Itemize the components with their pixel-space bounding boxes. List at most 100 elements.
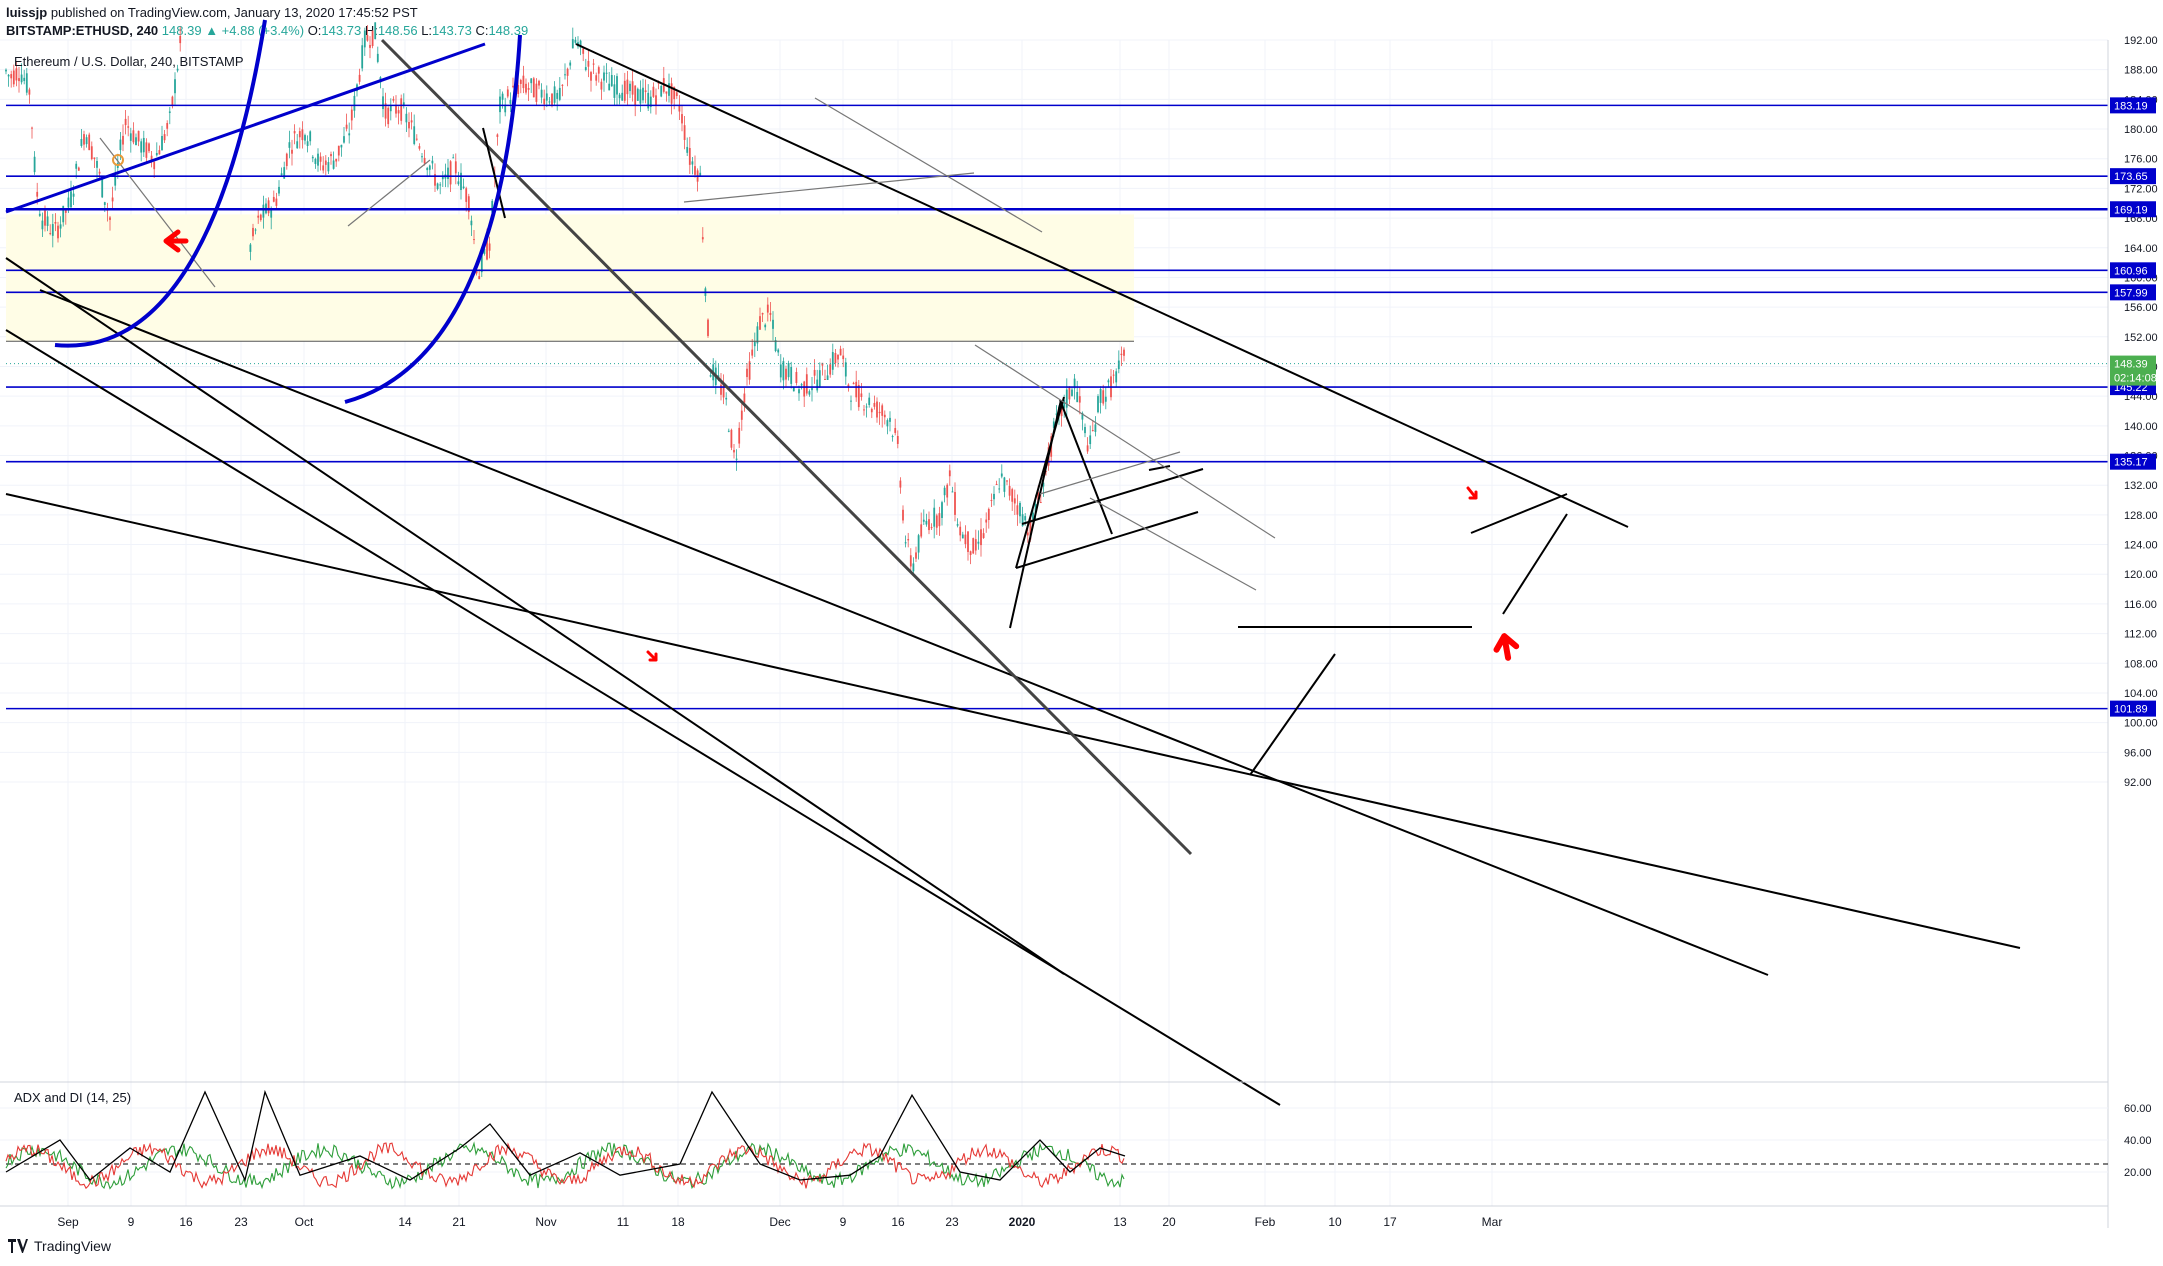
candle-body bbox=[540, 89, 543, 98]
x-tick-label: 16 bbox=[891, 1215, 905, 1229]
candle-body bbox=[977, 541, 980, 544]
candle-body bbox=[707, 319, 709, 336]
candle-body bbox=[769, 312, 772, 315]
x-tick-label: Nov bbox=[535, 1215, 556, 1229]
candle-body bbox=[462, 186, 465, 189]
trend-line bbox=[380, 38, 1193, 856]
candle-body bbox=[345, 124, 348, 129]
adx-title: ADX and DI (14, 25) bbox=[14, 1090, 131, 1105]
adx-axis: 60.00 40.00 20.00 bbox=[2124, 1103, 2152, 1179]
horizontal-levels bbox=[6, 104, 2108, 710]
y-tick-label: 156.00 bbox=[2124, 302, 2158, 314]
candle-body bbox=[426, 167, 429, 171]
candle-body bbox=[1112, 374, 1115, 376]
level-badge-label: 101.89 bbox=[2114, 704, 2148, 716]
candle-body bbox=[467, 196, 470, 213]
candle-body bbox=[413, 126, 416, 144]
candle-body bbox=[457, 181, 460, 185]
candle-body bbox=[720, 384, 722, 395]
candle-body bbox=[766, 304, 769, 313]
candle-body bbox=[1000, 473, 1003, 477]
candle-body bbox=[410, 120, 413, 123]
candle-body bbox=[93, 157, 96, 159]
candle-body bbox=[1011, 489, 1014, 502]
candle-body bbox=[605, 72, 608, 74]
candle-body bbox=[285, 153, 288, 167]
x-tick-label: 20 bbox=[1162, 1215, 1176, 1229]
candle-body bbox=[109, 217, 111, 220]
candle-body bbox=[527, 87, 530, 90]
candle-body bbox=[543, 98, 546, 105]
last-price-badge-box bbox=[2110, 355, 2156, 386]
candle-body bbox=[70, 191, 72, 208]
candle-body bbox=[764, 324, 767, 328]
trend-line bbox=[5, 329, 1281, 1106]
candle-body bbox=[556, 92, 559, 99]
publisher-name[interactable]: luissjp bbox=[6, 5, 48, 20]
candle-body bbox=[12, 70, 15, 85]
candle-body bbox=[642, 87, 644, 101]
candle-body bbox=[275, 198, 278, 206]
candle-body bbox=[964, 534, 967, 545]
candle-body bbox=[431, 160, 434, 164]
guide-line bbox=[1089, 497, 1257, 591]
brand-name[interactable]: TradingView bbox=[34, 1238, 112, 1254]
candle-body bbox=[808, 391, 811, 395]
candle-body bbox=[454, 161, 457, 174]
candle-body bbox=[31, 127, 33, 129]
candle-body bbox=[350, 109, 353, 121]
candle-body bbox=[145, 142, 148, 158]
candle-body bbox=[787, 362, 790, 378]
candle-body bbox=[298, 131, 301, 138]
support-zone bbox=[6, 214, 1134, 342]
close-value: 148.39 bbox=[488, 23, 529, 38]
candle-body bbox=[688, 147, 691, 165]
y-tick-label: 172.00 bbox=[2124, 183, 2158, 195]
low-value: 143.73 bbox=[432, 23, 472, 38]
candle-body bbox=[579, 40, 582, 48]
time-axis[interactable]: Sep 9 16 23 Oct 14 21 Nov 11 18 Dec 9 16 23 2020 13 20 Fe… bbox=[57, 1215, 1502, 1229]
candle-body bbox=[548, 101, 551, 103]
candle-body bbox=[439, 184, 442, 186]
candle-body bbox=[959, 526, 962, 536]
candle-body bbox=[974, 539, 977, 551]
candle-body bbox=[915, 552, 917, 559]
candle-body bbox=[155, 153, 158, 156]
candle-body bbox=[98, 171, 101, 174]
candle-body bbox=[1084, 427, 1086, 434]
candle-body bbox=[387, 107, 390, 125]
candle-body bbox=[740, 410, 743, 420]
candle-body bbox=[772, 319, 774, 329]
candle-body bbox=[826, 375, 829, 380]
candle-body bbox=[252, 227, 254, 237]
candle-body bbox=[449, 161, 452, 185]
candle-body bbox=[36, 191, 39, 197]
candle-body bbox=[800, 384, 803, 386]
candle-body bbox=[951, 491, 954, 493]
candle-body bbox=[114, 173, 117, 186]
candle-body bbox=[930, 527, 933, 529]
candle-body bbox=[753, 341, 756, 347]
red-arrow-icon bbox=[646, 650, 658, 662]
candle-body bbox=[332, 160, 335, 169]
candle-body bbox=[343, 136, 345, 143]
x-tick-label: 13 bbox=[1113, 1215, 1127, 1229]
candle-body bbox=[384, 103, 387, 119]
candle-body bbox=[478, 276, 481, 280]
y-tick-label: 152.00 bbox=[2124, 332, 2158, 344]
candle-body bbox=[634, 85, 637, 106]
price-axis[interactable]: 192.00188.00184.00180.00176.00172.00168.… bbox=[2124, 35, 2158, 789]
candle-body bbox=[5, 69, 7, 72]
candle-body bbox=[608, 83, 611, 91]
candle-body bbox=[1117, 360, 1120, 370]
candle-body bbox=[756, 326, 759, 344]
candle-body bbox=[1026, 532, 1029, 536]
candle-body bbox=[1094, 424, 1097, 432]
adx-tick-label: 40.00 bbox=[2124, 1135, 2152, 1147]
candle-body bbox=[1073, 378, 1076, 389]
guide-line bbox=[974, 344, 1276, 539]
candle-body bbox=[62, 205, 65, 223]
candle-body bbox=[727, 430, 730, 432]
candle-body bbox=[842, 355, 845, 360]
